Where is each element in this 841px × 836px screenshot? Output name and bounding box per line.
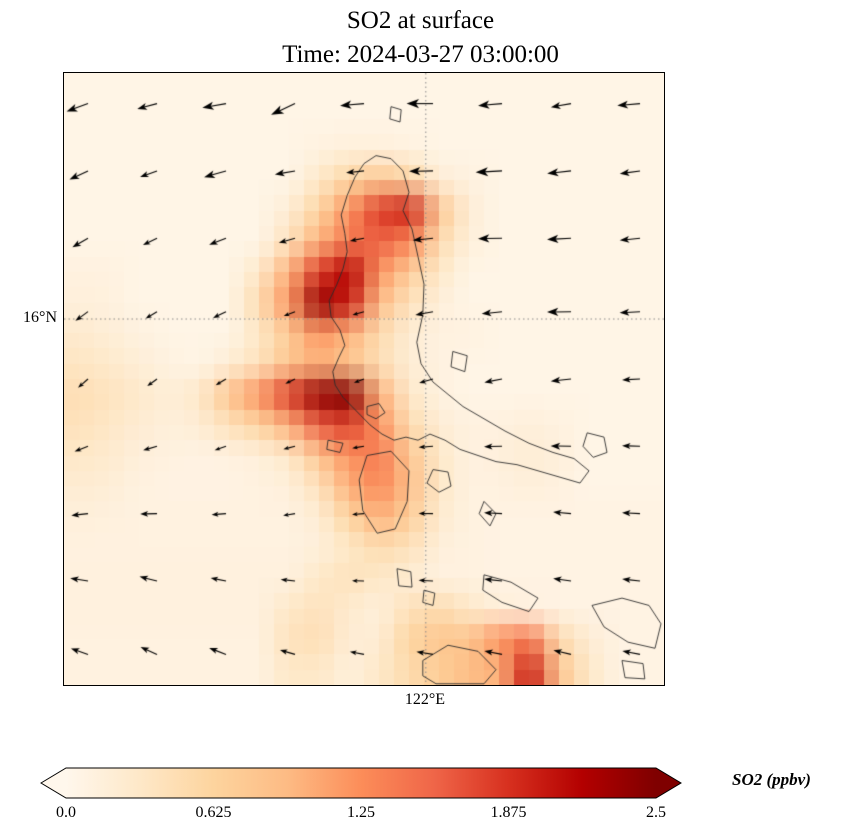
y-tick-label: 16°N [23,309,57,326]
map-plot [63,72,665,686]
chart-subtitle: Time: 2024-03-27 03:00:00 [282,41,559,68]
colorbar-tick-label: 0.625 [195,804,232,821]
colorbar-ticks: 0.0 0.625 1.25 1.875 2.5 [0,804,841,828]
colorbar-bar [40,767,682,799]
chart-title: SO2 at surface [346,7,495,34]
colorbar [40,767,682,799]
colorbar-tick-label: 1.25 [347,804,375,821]
colorbar-tick-label: 2.5 [646,804,666,821]
colorbar-tick-label: 1.875 [490,804,527,821]
colorbar-tick-label: 0.0 [56,804,76,821]
x-tick-label: 122°E [404,691,446,708]
colorbar-label: SO2 (ppbv) [732,770,811,789]
so2-heatmap-canvas [64,73,664,685]
